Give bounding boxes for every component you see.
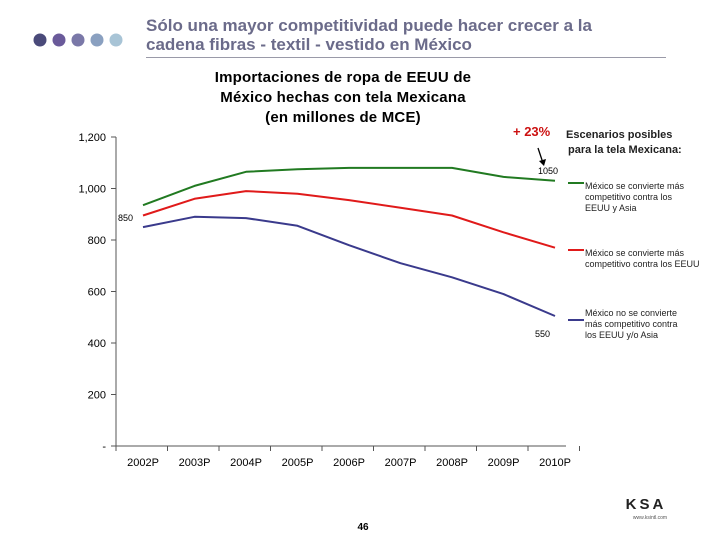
chart-title-line-1: Importaciones de ropa de EEUU de [214, 69, 472, 86]
x-tick-label: 2004P [230, 457, 262, 469]
bottom-end-value-label: 550 [535, 329, 550, 339]
legend-label-red-line-1: México se convierte más [585, 248, 685, 258]
slide-title-line-1: Sólo una mayor competitividad puede hace… [146, 16, 592, 35]
top-end-value-label: 1050 [538, 166, 558, 176]
logo-tagline: www.ksintl.com [632, 515, 668, 521]
y-tick-label: 800 [88, 235, 106, 247]
chart-axes: - 200 400 600 800 1,000 1,200 2002P 2003P 2004P 20… [78, 132, 580, 469]
bullet-dot-5 [109, 33, 123, 47]
arrowhead-icon [539, 159, 546, 166]
legend-label-green-line-3: EEUU y Asia [585, 203, 637, 213]
title-divider [146, 57, 666, 58]
bullet-dots [33, 33, 123, 47]
bullet-dot-1 [33, 33, 47, 47]
ksa-logo: KSA www.ksintl.com [612, 496, 688, 522]
page-number: 46 [357, 522, 369, 533]
scenarios-title-line-1: Escenarios posibles [566, 129, 673, 141]
scenarios-title-line-2: para la tela Mexicana: [568, 144, 682, 156]
scenarios-title: Escenarios posibles para la tela Mexican… [566, 128, 706, 158]
legend-label-red-line-2: competitivo contra los EEUU [585, 259, 700, 269]
bullet-dot-2 [52, 33, 66, 47]
x-tick-label: 2005P [282, 457, 314, 469]
series-line-red [142, 190, 556, 249]
legend-label-green-line-2: competitivo contra los [585, 192, 673, 202]
chart-series [142, 166, 556, 317]
x-tick-label: 2002P [127, 457, 159, 469]
chart-title-line-3: (en millones de MCE) [265, 109, 421, 126]
chart-title: Importaciones de ropa de EEUU de México … [188, 68, 498, 128]
legend-label-red: México se convierte más competitivo cont… [585, 248, 700, 270]
x-tick-label: 2009P [488, 457, 520, 469]
series-line-green [142, 166, 556, 207]
chart-annotations: 850 1050 550 [118, 147, 558, 339]
y-tick-label: 400 [88, 338, 106, 350]
y-tick-label: 1,200 [78, 132, 106, 144]
y-tick-label: 200 [88, 390, 106, 402]
x-tick-label: 2010P [539, 457, 571, 469]
chart-title-line-2: México hechas con tela Mexicana [220, 89, 466, 106]
bullet-dot-4 [90, 33, 104, 47]
x-tick-label: 2008P [436, 457, 468, 469]
start-value-label: 850 [118, 213, 133, 223]
slide-title: Sólo una mayor competitividad puede hace… [146, 16, 686, 54]
series-line-blue [142, 215, 556, 317]
y-tick-label: 1,000 [78, 184, 106, 196]
chart-legend [568, 182, 584, 321]
slide-title-line-2: cadena fibras - textil - vestido en Méxi… [146, 35, 472, 54]
legend-label-blue-line-2: más competitivo contra [585, 319, 678, 329]
legend-label-green: México se convierte más competitivo cont… [585, 181, 684, 214]
x-tick-label: 2007P [385, 457, 417, 469]
y-tick-label: 600 [88, 287, 106, 299]
legend-label-green-line-1: México se convierte más [585, 181, 685, 191]
legend-label-blue-line-1: México no se convierte [585, 308, 678, 318]
legend-label-blue: México no se convierte más competitivo c… [585, 308, 678, 341]
bullet-dot-3 [71, 33, 85, 47]
y-tick-label: - [102, 441, 106, 453]
legend-label-blue-line-3: los EEUU y/o Asia [585, 330, 659, 340]
logo-name: KSA [625, 496, 667, 513]
percent-change-label: + 23% [513, 124, 551, 139]
x-tick-label: 2003P [179, 457, 211, 469]
x-tick-label: 2006P [333, 457, 365, 469]
